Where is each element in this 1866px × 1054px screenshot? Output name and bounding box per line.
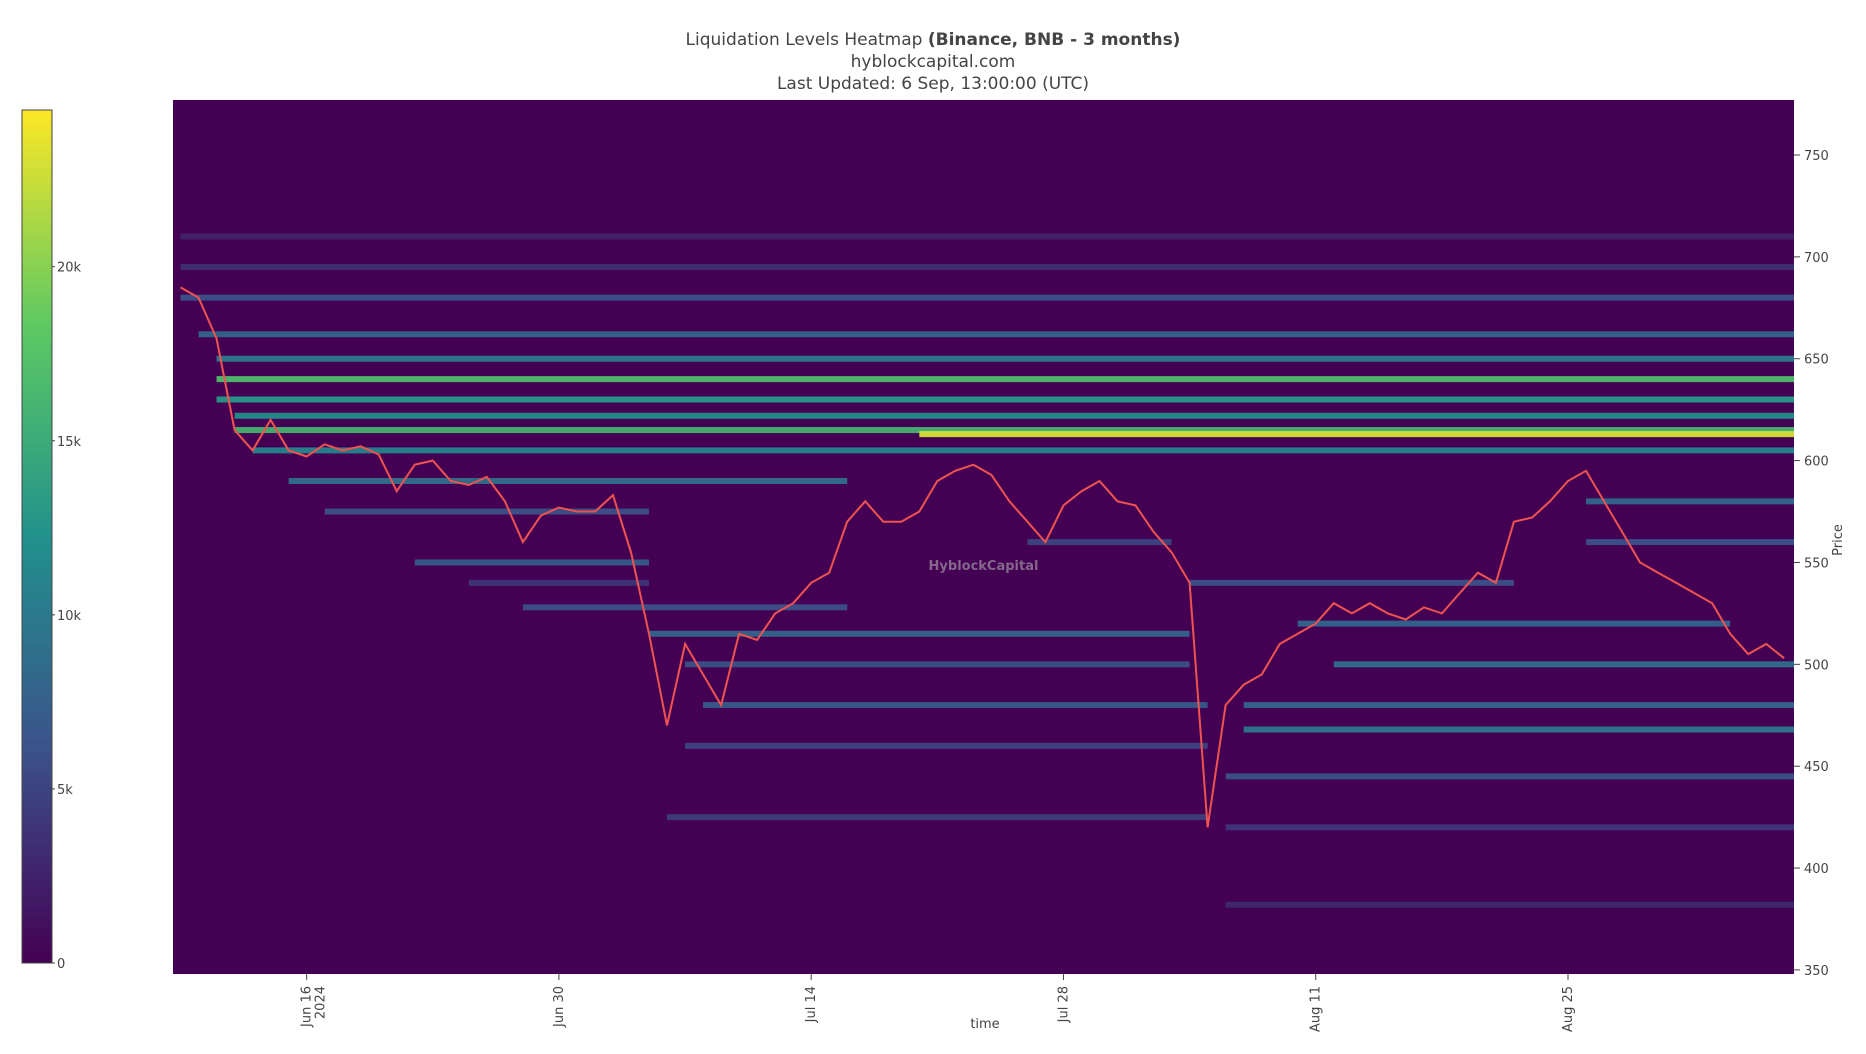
y-tick-label: 350 [1804,964,1829,979]
x-tick-label: Aug 25 [1561,986,1576,1032]
x-tick-sublabel: 2024 [314,986,329,1019]
plot-background [173,100,1794,974]
liquidation-level [234,427,1795,434]
liquidation-level [180,264,1795,271]
liquidation-level [198,331,1794,338]
liquidation-level [252,447,1794,454]
liquidation-level [288,477,848,484]
title-emphasis: (Binance, BNB - 3 months) [928,30,1181,50]
x-tick-label: Aug 11 [1309,986,1324,1032]
liquidation-level [1586,498,1794,505]
y-tick-label: 550 [1804,556,1829,571]
liquidation-level [324,508,650,515]
liquidation-level [1225,773,1794,780]
liquidation-level [522,604,848,611]
y-tick-label: 500 [1804,658,1829,673]
liquidation-level [1586,539,1794,546]
colorbar-tick-label: 10k [57,609,82,624]
chart-title: Liquidation Levels Heatmap (Binance, BNB… [686,30,1181,50]
liquidation-level [667,814,1208,821]
colorbar [21,109,53,964]
colorbar-tick-label: 15k [57,435,82,450]
subtitle: hyblockcapital.com [851,52,1016,72]
liquidation-level [1189,579,1514,586]
liquidation-level [1243,702,1794,709]
x-tick-label: Jun 16 [300,986,315,1028]
liquidation-level [685,742,1208,749]
y-tick-label: 750 [1804,149,1829,164]
x-tick-label: Jul 28 [1056,986,1071,1023]
liquidation-level [468,579,650,586]
title: Liquidation Levels Heatmap [686,30,923,50]
y-tick-label: 450 [1804,760,1829,775]
liquidation-level [649,630,1190,637]
x-tick-label: Jun 30 [552,986,567,1028]
y-tick-label: 400 [1804,862,1829,877]
liquidation-level [1027,539,1172,546]
updated: Last Updated: 6 Sep, 13:00:00 (UTC) [777,74,1089,94]
liquidation-level [685,661,1190,668]
liquidation-level [216,376,1795,383]
liquidation-level [1333,661,1794,668]
watermark: HyblockCapital [929,559,1039,574]
liquidation-level [1297,620,1731,627]
liquidation-level [414,559,650,566]
colorbar-tick-label: 20k [57,261,82,276]
colorbar-tick-label: 5k [57,783,73,798]
x-axis-label: time [970,1017,999,1032]
liquidation-level [703,702,1208,709]
y-axis-label: Price [1831,524,1846,556]
liquidation-level [1243,726,1794,733]
liquidation-level [180,294,1795,301]
colorbar-tick-label: 0 [57,957,65,972]
y-tick-label: 650 [1804,353,1829,368]
x-tick-label: Jul 14 [804,986,819,1023]
liquidation-level [1225,901,1794,908]
liquidation-level [180,233,1795,240]
price-line [180,286,1785,828]
liquidation-level [216,355,1795,362]
liquidation-level [216,396,1795,403]
liquidation-level [1225,824,1794,831]
liquidation-level [919,431,1794,438]
liquidation-level [234,412,1795,419]
y-tick-label: 600 [1804,455,1829,470]
y-tick-label: 700 [1804,251,1829,266]
